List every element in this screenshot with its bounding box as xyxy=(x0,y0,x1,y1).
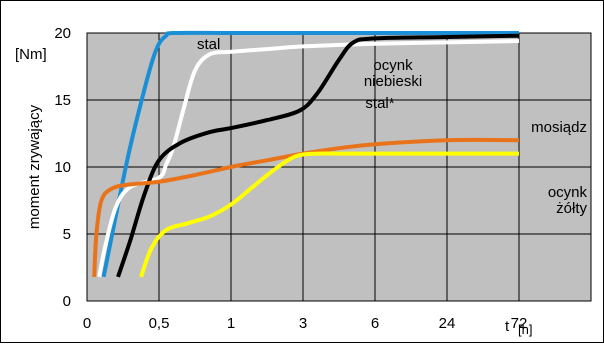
x-tick-label: 3 xyxy=(299,315,307,332)
series-label-line: niebieski xyxy=(364,73,422,90)
x-axis-label-unit: [h] xyxy=(518,322,532,337)
series-label-line: żółty xyxy=(556,200,587,217)
x-tick-label: 6 xyxy=(371,315,379,332)
series-label-line: ocynk xyxy=(373,57,413,74)
x-tick-label: 0 xyxy=(83,315,91,332)
y-tick-label: 0 xyxy=(63,293,71,310)
series-line-0 xyxy=(101,30,519,278)
y-tick-label: 5 xyxy=(63,226,71,243)
y-axis-label: moment zrywający xyxy=(26,104,43,229)
y-tick-label: 10 xyxy=(54,159,71,176)
x-tick-label: 24 xyxy=(439,315,456,332)
x-tick-label: 72 xyxy=(511,315,528,332)
series-label-line: mosiądz xyxy=(531,119,587,136)
series-line-3 xyxy=(92,137,520,278)
series-label-2: stal* xyxy=(365,95,394,112)
series-label-0: stal xyxy=(197,36,220,53)
y-axis-unit: [Nm] xyxy=(15,46,47,63)
series-label-line: stal xyxy=(197,36,220,53)
grid xyxy=(86,32,592,302)
y-tick-label: 15 xyxy=(54,92,71,109)
y-tick-label: 20 xyxy=(54,25,71,42)
x-axis-label: t [h] xyxy=(505,318,532,337)
series-label-line: ocynk xyxy=(548,184,588,201)
series-label-1: ocynk niebieski xyxy=(364,57,422,90)
series-group xyxy=(92,30,520,278)
x-axis-label-var: t xyxy=(505,318,510,335)
series-label-line: stal* xyxy=(365,95,394,112)
series-label-3: mosiądz xyxy=(531,119,587,136)
series-label-4: ocynk żółty xyxy=(548,184,588,217)
x-tick-label: 1 xyxy=(227,315,235,332)
axes: 0 5 10 15 20 0 0,5 1 3 6 24 72 [Nm] moment zrywający t… xyxy=(15,25,532,337)
x-tick-label: 0,5 xyxy=(149,315,170,332)
series-line-4 xyxy=(139,151,519,278)
chart-svg: 0 5 10 15 20 0 0,5 1 3 6 24 72 [Nm] moment zrywający t… xyxy=(15,25,592,337)
